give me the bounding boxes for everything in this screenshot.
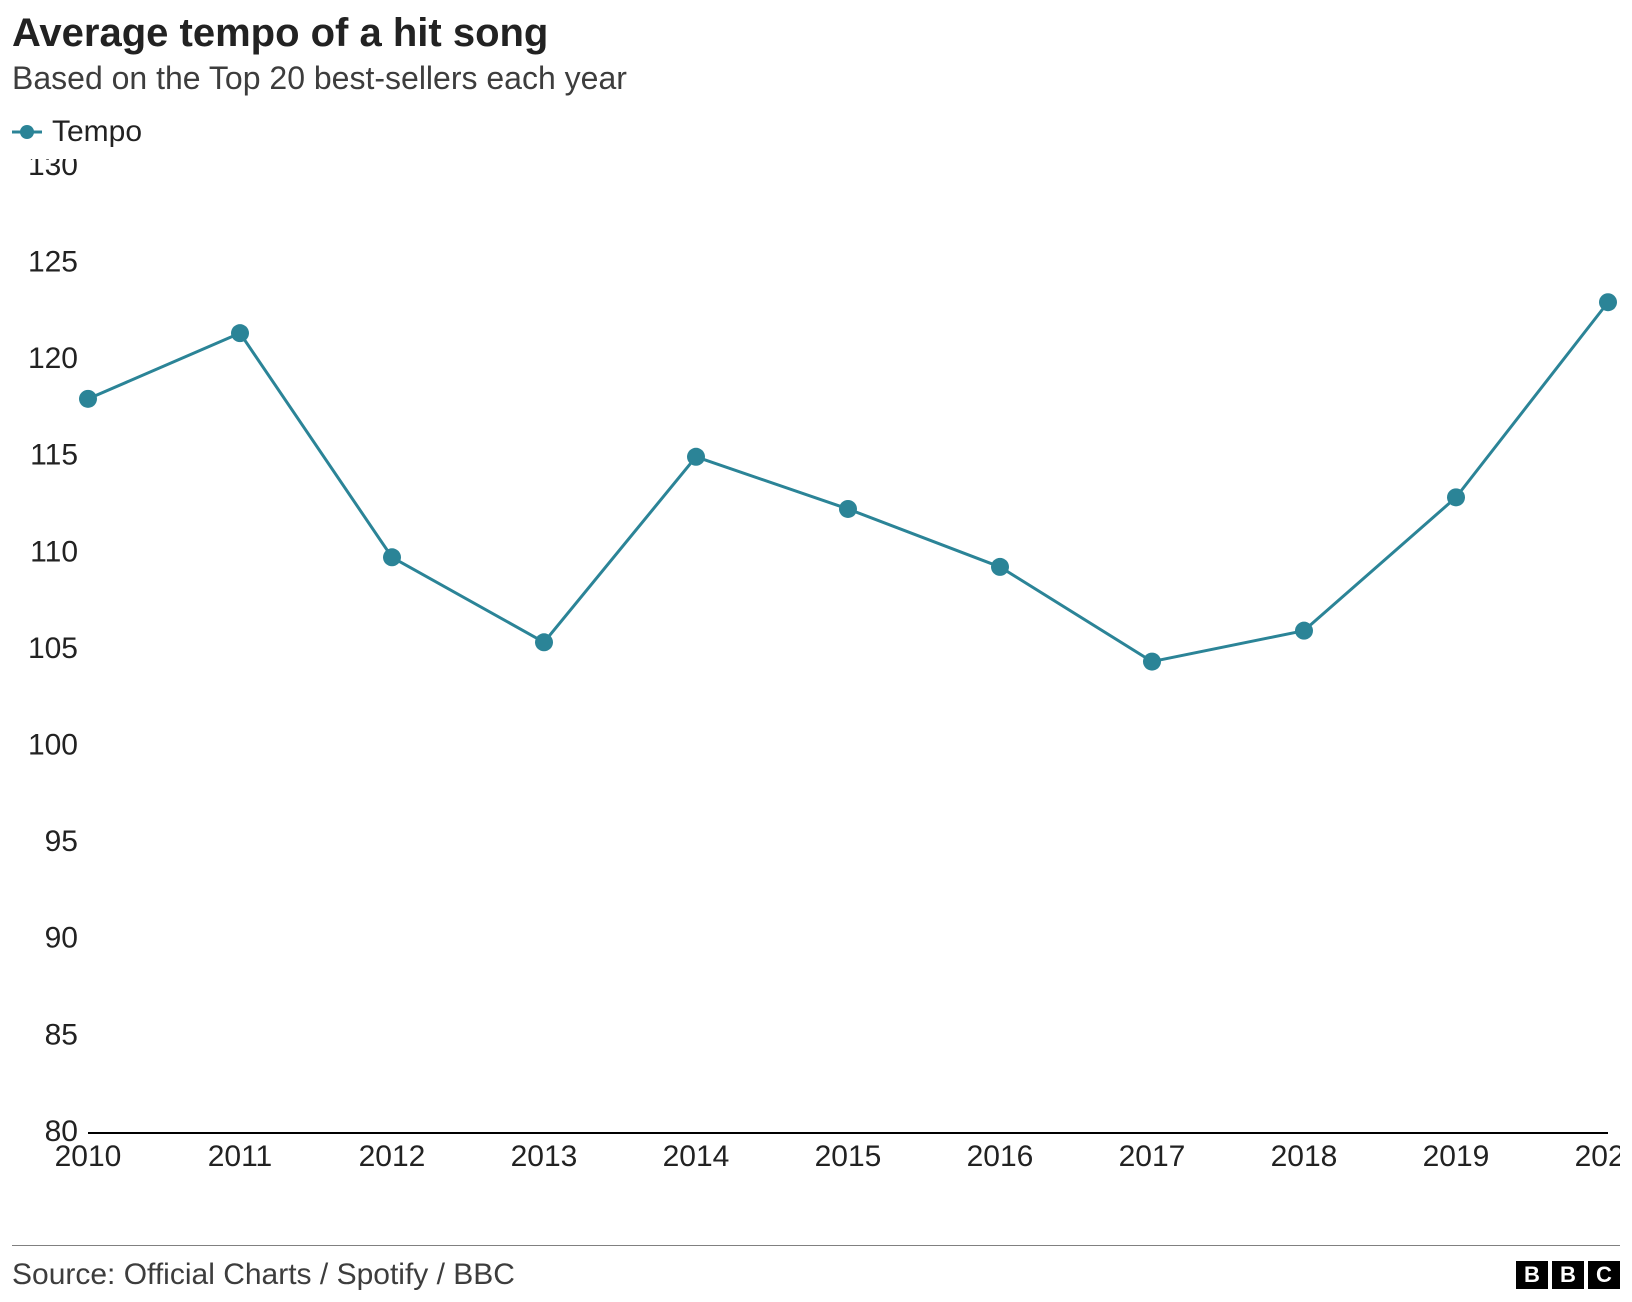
series-point-tempo xyxy=(231,324,249,342)
legend-marker-tempo xyxy=(12,123,42,141)
y-tick-label: 115 xyxy=(30,439,78,472)
legend-label-tempo: Tempo xyxy=(52,115,142,149)
series-point-tempo xyxy=(383,548,401,566)
series-point-tempo xyxy=(839,500,857,518)
legend-dot-icon xyxy=(20,125,34,139)
chart-container: Average tempo of a hit song Based on the… xyxy=(0,0,1632,1302)
bbc-logo-letter: B xyxy=(1516,1261,1548,1289)
x-tick-label: 2018 xyxy=(1271,1140,1338,1173)
x-tick-label: 2017 xyxy=(1119,1140,1186,1173)
series-point-tempo xyxy=(1447,488,1465,506)
series-point-tempo xyxy=(1599,293,1617,311)
line-chart-svg: 8085909510010511011512012513020102011201… xyxy=(12,159,1620,1179)
y-tick-label: 85 xyxy=(45,1018,78,1051)
y-tick-label: 95 xyxy=(45,825,78,858)
chart-footer: Source: Official Charts / Spotify / BBC … xyxy=(12,1245,1620,1292)
y-tick-label: 130 xyxy=(28,159,78,182)
series-point-tempo xyxy=(1295,622,1313,640)
y-tick-label: 105 xyxy=(28,632,78,665)
x-tick-label: 2019 xyxy=(1423,1140,1490,1173)
x-tick-label: 2015 xyxy=(815,1140,882,1173)
x-tick-label: 2011 xyxy=(208,1140,273,1173)
bbc-logo-letter: C xyxy=(1588,1261,1620,1289)
y-tick-label: 120 xyxy=(28,342,78,375)
chart-subtitle: Based on the Top 20 best-sellers each ye… xyxy=(12,60,1620,97)
y-tick-label: 100 xyxy=(28,729,78,762)
y-tick-label: 125 xyxy=(28,246,78,279)
bbc-logo: B B C xyxy=(1516,1261,1620,1289)
series-line-tempo xyxy=(88,302,1608,661)
x-tick-label: 2020 xyxy=(1575,1140,1620,1173)
source-text: Source: Official Charts / Spotify / BBC xyxy=(12,1258,515,1292)
y-tick-label: 110 xyxy=(30,535,78,568)
y-tick-label: 90 xyxy=(45,922,78,955)
bbc-logo-letter: B xyxy=(1552,1261,1584,1289)
series-point-tempo xyxy=(991,558,1009,576)
series-point-tempo xyxy=(1143,653,1161,671)
x-tick-label: 2014 xyxy=(663,1140,730,1173)
legend: Tempo xyxy=(12,115,1620,149)
chart-title: Average tempo of a hit song xyxy=(12,10,1620,56)
series-point-tempo xyxy=(687,448,705,466)
plot-area: 8085909510010511011512012513020102011201… xyxy=(12,159,1620,1225)
series-point-tempo xyxy=(79,390,97,408)
x-tick-label: 2013 xyxy=(511,1140,578,1173)
x-tick-label: 2010 xyxy=(55,1140,122,1173)
x-tick-label: 2012 xyxy=(359,1140,426,1173)
series-point-tempo xyxy=(535,633,553,651)
x-tick-label: 2016 xyxy=(967,1140,1034,1173)
